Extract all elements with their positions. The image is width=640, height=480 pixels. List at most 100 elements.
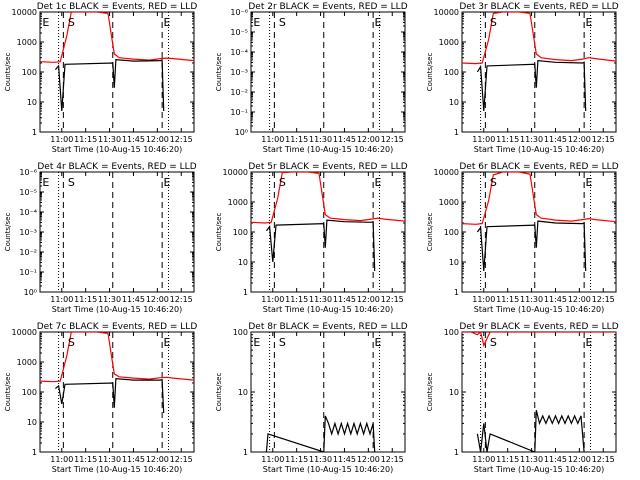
x-tick-label: 11:15 — [496, 135, 519, 144]
x-tick-label: 12:00 — [146, 455, 169, 464]
x-axis-label: Start Time (10-Aug-15 10:46:20) — [474, 305, 605, 314]
x-axis-label: Start Time (10-Aug-15 10:46:20) — [52, 465, 183, 474]
x-tick-label: 11:30 — [98, 455, 121, 464]
y-tick-label: 100 — [444, 228, 459, 237]
x-tick-label: 11:45 — [544, 295, 567, 304]
detector-panel: Det 8r BLACK = Events, RED = LLD Counts/s… — [215, 322, 408, 474]
x-tick-label: 12:15 — [381, 455, 404, 464]
y-tick-label: 10⁻⁶ — [19, 168, 37, 177]
y-axis-label: Counts/sec — [215, 213, 223, 252]
interval-annotation: E — [374, 336, 381, 349]
x-tick-label: 11:45 — [544, 135, 567, 144]
detector-panel: Det 4r BLACK = Events, RED = LLD Counts/s… — [4, 162, 197, 314]
x-tick-label: 11:30 — [309, 135, 332, 144]
x-tick-label: 11:00 — [261, 135, 284, 144]
detector-panel: Det 5r BLACK = Events, RED = LLD Counts/s… — [215, 162, 408, 314]
y-axis-label: Counts/sec — [426, 53, 434, 92]
x-tick-label: 11:15 — [285, 295, 308, 304]
x-tick-label: 12:15 — [170, 135, 193, 144]
interval-annotation: S — [68, 336, 75, 349]
y-tick-label: 1 — [454, 128, 459, 137]
y-tick-label: 10⁻⁴ — [19, 208, 37, 217]
lld-series-line — [462, 12, 616, 65]
x-axis-label: Start Time (10-Aug-15 10:46:20) — [52, 145, 183, 154]
panel-title: Det 4r BLACK = Events, RED = LLD — [37, 162, 196, 172]
x-tick-label: 11:00 — [472, 295, 495, 304]
events-series-line — [265, 415, 376, 452]
y-tick-label: 10 — [449, 98, 459, 107]
interval-annotation: E — [585, 176, 592, 189]
y-tick-label: 100 — [444, 68, 459, 77]
interval-annotation: E — [253, 336, 260, 349]
lld-series-line — [40, 332, 194, 383]
panel-title: Det 9r BLACK = Events, RED = LLD — [459, 322, 618, 332]
events-series-line — [55, 377, 165, 414]
y-tick-label: 1 — [32, 448, 37, 457]
y-tick-label: 10⁻¹ — [230, 108, 248, 117]
panel-title: Det 7c BLACK = Events, RED = LLD — [37, 322, 198, 332]
y-tick-label: 1000 — [17, 358, 37, 367]
interval-annotation: S — [490, 16, 497, 29]
x-tick-label: 12:15 — [592, 295, 615, 304]
x-tick-label: 11:00 — [472, 135, 495, 144]
x-tick-label: 11:45 — [122, 295, 145, 304]
lld-series-line — [462, 172, 616, 225]
detector-panel: Det 1c BLACK = Events, RED = LLD Counts/s… — [4, 2, 197, 154]
lld-series-line — [40, 12, 194, 63]
y-tick-label: 1000 — [17, 38, 37, 47]
y-tick-label: 1 — [32, 128, 37, 137]
x-tick-label: 11:45 — [544, 455, 567, 464]
x-tick-label: 11:30 — [98, 135, 121, 144]
x-tick-label: 11:00 — [472, 455, 495, 464]
y-axis-label: Counts/sec — [4, 373, 12, 412]
y-tick-label: 100 — [233, 228, 248, 237]
x-tick-label: 11:45 — [333, 455, 356, 464]
panel-title: Det 8r BLACK = Events, RED = LLD — [248, 322, 407, 332]
x-tick-label: 11:30 — [520, 135, 543, 144]
events-series-line — [476, 220, 587, 272]
y-tick-label: 10 — [449, 258, 459, 267]
interval-annotation: S — [68, 176, 75, 189]
y-tick-label: 10000 — [12, 328, 37, 337]
y-tick-label: 10⁻⁵ — [19, 188, 37, 197]
detector-panel: Det 9r BLACK = Events, RED = LLD Counts/s… — [426, 322, 619, 474]
y-tick-label: 10⁻³ — [230, 68, 248, 77]
detector-panel: Det 3r BLACK = Events, RED = LLD Counts/s… — [426, 2, 619, 154]
events-series-line — [265, 219, 376, 272]
x-tick-label: 11:00 — [261, 295, 284, 304]
events-series-line — [476, 59, 587, 112]
x-tick-label: 11:15 — [496, 455, 519, 464]
x-tick-label: 12:00 — [568, 135, 591, 144]
y-tick-label: 100 — [444, 328, 459, 337]
interval-annotation: E — [163, 16, 170, 29]
interval-annotation: S — [490, 176, 497, 189]
y-tick-label: 10 — [27, 98, 37, 107]
x-tick-label: 11:30 — [98, 295, 121, 304]
x-axis-label: Start Time (10-Aug-15 10:46:20) — [263, 305, 394, 314]
y-tick-label: 10000 — [434, 8, 459, 17]
x-axis-label: Start Time (10-Aug-15 10:46:20) — [474, 145, 605, 154]
interval-annotation: S — [68, 16, 75, 29]
x-tick-label: 11:30 — [520, 455, 543, 464]
x-tick-label: 11:15 — [74, 295, 97, 304]
y-axis-label: Counts/sec — [426, 373, 434, 412]
panel-title: Det 3r BLACK = Events, RED = LLD — [459, 2, 618, 12]
x-axis-label: Start Time (10-Aug-15 10:46:20) — [263, 145, 394, 154]
x-tick-label: 11:15 — [496, 295, 519, 304]
y-tick-label: 10⁻⁵ — [230, 28, 248, 37]
interval-annotation: E — [163, 176, 170, 189]
x-tick-label: 12:15 — [592, 135, 615, 144]
x-tick-label: 12:00 — [568, 455, 591, 464]
y-tick-label: 10000 — [434, 168, 459, 177]
x-tick-label: 11:00 — [50, 295, 73, 304]
y-tick-label: 10⁰ — [235, 128, 248, 137]
x-tick-label: 12:15 — [592, 455, 615, 464]
x-tick-label: 12:00 — [357, 295, 380, 304]
y-tick-label: 10⁻⁴ — [230, 48, 248, 57]
y-axis-label: Counts/sec — [215, 53, 223, 92]
y-tick-label: 1 — [243, 288, 248, 297]
x-tick-label: 11:30 — [309, 455, 332, 464]
panel-title: Det 2r BLACK = Events, RED = LLD — [248, 2, 407, 12]
x-tick-label: 11:15 — [285, 135, 308, 144]
